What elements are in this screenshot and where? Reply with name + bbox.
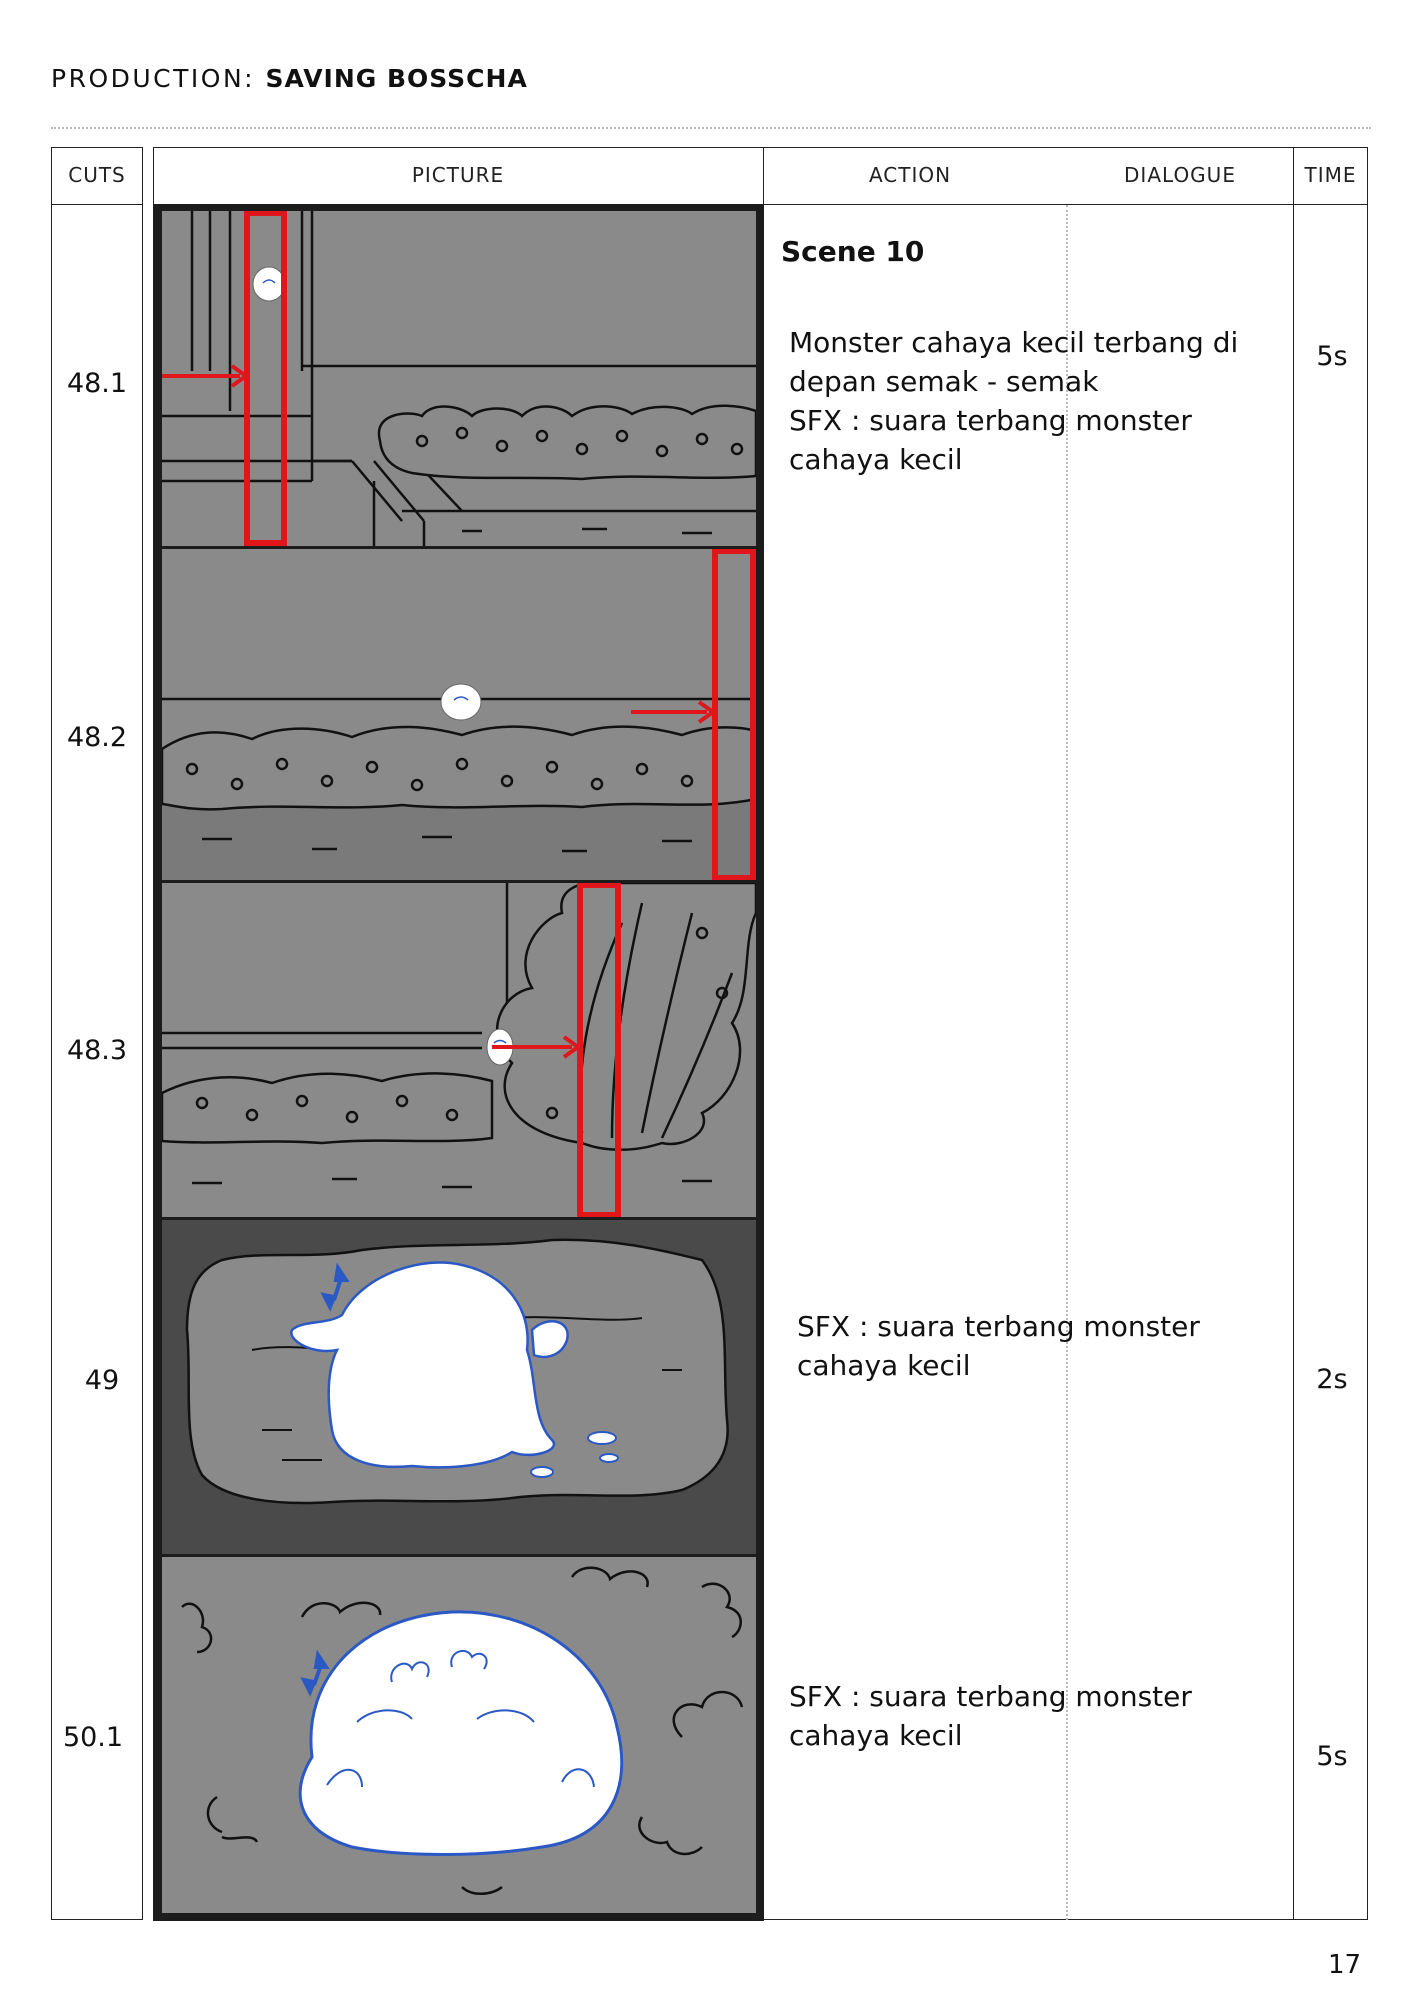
picture-header: PICTURE xyxy=(411,163,505,187)
time-header: TIME xyxy=(1304,163,1357,187)
dialogue-header: DIALOGUE xyxy=(1124,163,1236,187)
action-header: ACTION xyxy=(868,163,952,187)
picture-strip xyxy=(153,204,764,1921)
action-line: cahaya kecil xyxy=(789,443,963,476)
action-text-50-1: SFX : suara terbang monster cahaya kecil xyxy=(789,1677,1192,1755)
action-text-48-1: Monster cahaya kecil terbang di depan se… xyxy=(789,323,1238,479)
panel-50-1-drawing xyxy=(162,1557,756,1913)
panel-48-2-drawing xyxy=(162,549,756,880)
panel-48-1 xyxy=(162,211,756,546)
monster-large xyxy=(298,1610,624,1856)
page-number: 17 xyxy=(1328,1950,1362,1980)
action-text-49: SFX : suara terbang monster cahaya kecil xyxy=(797,1307,1200,1385)
cuts-header: CUTS xyxy=(68,163,126,187)
monster-small xyxy=(440,683,482,721)
action-line: SFX : suara terbang monster xyxy=(797,1310,1200,1343)
panel-49-drawing xyxy=(162,1220,756,1554)
panel-48-3 xyxy=(162,883,756,1217)
production-label: PRODUCTION: xyxy=(51,64,256,93)
cut-time: 5s xyxy=(1316,1741,1348,1772)
action-line: Monster cahaya kecil terbang di xyxy=(789,326,1239,359)
cut-number: 49 xyxy=(84,1365,120,1396)
panel-49 xyxy=(162,1220,756,1554)
action-line: SFX : suara terbang monster xyxy=(789,404,1192,437)
action-line: SFX : suara terbang monster xyxy=(789,1680,1192,1713)
panel-48-1-drawing xyxy=(162,211,756,546)
monster-small xyxy=(252,266,286,302)
action-line: depan semak - semak xyxy=(789,365,1099,398)
motion-arrow-icon xyxy=(320,1262,350,1312)
cut-number: 48.2 xyxy=(66,722,128,753)
cuts-column xyxy=(51,147,143,1920)
action-line: cahaya kecil xyxy=(797,1349,971,1382)
cut-number: 50.1 xyxy=(62,1722,124,1753)
production-title: SAVING BOSSCHA xyxy=(265,64,528,93)
header-divider xyxy=(51,127,1371,129)
cuts-header-cell xyxy=(51,147,143,205)
monster-large xyxy=(290,1261,619,1478)
panel-50-1 xyxy=(162,1557,756,1913)
panel-48-2 xyxy=(162,549,756,880)
cut-time: 5s xyxy=(1316,341,1348,372)
panel-48-3-drawing xyxy=(162,883,756,1217)
time-column-divider xyxy=(1293,147,1294,1920)
production-heading: PRODUCTION: SAVING BOSSCHA xyxy=(51,64,528,93)
dialogue-divider xyxy=(1066,205,1068,1920)
cut-number: 48.1 xyxy=(66,368,128,399)
motion-arrow-icon xyxy=(300,1649,330,1697)
scene-title: Scene 10 xyxy=(781,235,925,268)
cut-number: 48.3 xyxy=(66,1035,128,1066)
action-line: cahaya kecil xyxy=(789,1719,963,1752)
cut-time: 2s xyxy=(1316,1364,1348,1395)
